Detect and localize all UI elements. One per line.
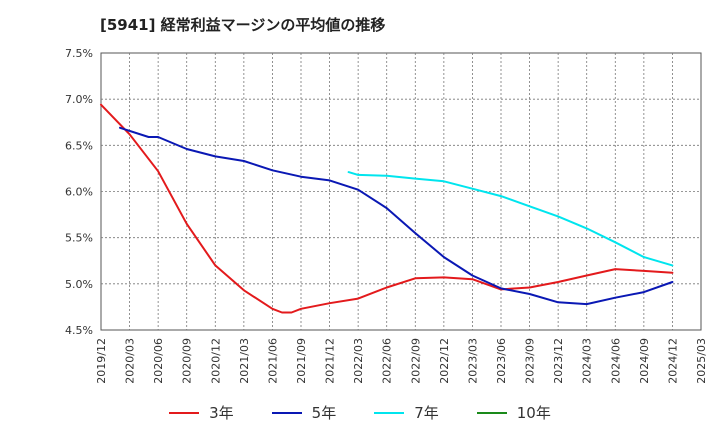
x-tick-label: 2023/03 [466, 338, 479, 384]
legend-item: 10年 [476, 402, 551, 423]
chart-title: [5941] 経常利益マージンの平均値の推移 [100, 16, 386, 34]
x-tick-label: 2022/12 [438, 338, 451, 384]
legend-swatch [374, 411, 405, 414]
x-tick-label: 2022/06 [381, 338, 394, 384]
y-tick-label: 4.5% [65, 324, 93, 337]
y-tick-label: 6.0% [65, 186, 93, 199]
x-tick-label: 2024/06 [609, 338, 622, 384]
legend-item: 7年 [374, 402, 439, 423]
legend-item: 5年 [271, 402, 337, 423]
legend-label: 10年 [516, 404, 551, 422]
x-tick-label: 2022/09 [409, 338, 422, 384]
y-tick-label: 6.5% [65, 139, 93, 152]
legend-swatch [169, 411, 200, 414]
y-tick-label: 5.5% [65, 232, 93, 245]
x-tick-label: 2022/03 [352, 338, 365, 384]
legend-label: 3年 [209, 404, 234, 422]
series-line-1 [119, 126, 674, 306]
x-axis: 2019/12 2020/03 2020/06 2020/09 2020/12 2021/… [95, 338, 708, 384]
series-line-0 [100, 103, 674, 314]
series-line-2 [347, 171, 674, 267]
x-tick-label: 2024/09 [638, 338, 651, 384]
x-tick-label: 2021/12 [324, 338, 337, 384]
x-tick-label: 2020/06 [152, 338, 165, 384]
legend-swatch [476, 411, 507, 414]
y-tick-label: 5.0% [65, 278, 93, 291]
y-tick-label: 7.5% [65, 47, 93, 60]
legend: 3年 5年 7年 10年 [0, 402, 720, 423]
y-axis: 4.5% 5.0% 5.5% 6.0% 6.5% 7.0% 7.5% [65, 47, 93, 337]
x-tick-label: 2021/09 [295, 338, 308, 384]
x-tick-label: 2020/12 [209, 338, 222, 384]
x-tick-label: 2019/12 [95, 338, 108, 384]
x-tick-label: 2025/03 [695, 338, 708, 384]
series-lines [100, 103, 674, 314]
x-tick-label: 2024/12 [666, 338, 679, 384]
x-tick-label: 2023/06 [495, 338, 508, 384]
x-tick-label: 2020/03 [124, 338, 137, 384]
x-tick-label: 2024/03 [581, 338, 594, 384]
y-tick-label: 7.0% [65, 93, 93, 106]
legend-label: 7年 [414, 404, 439, 422]
x-tick-label: 2023/09 [524, 338, 537, 384]
legend-item: 3年 [169, 402, 234, 423]
x-tick-label: 2021/06 [266, 338, 279, 384]
x-tick-label: 2023/12 [552, 338, 565, 384]
x-tick-label: 2020/09 [181, 338, 194, 384]
legend-swatch [271, 411, 302, 414]
x-tick-label: 2021/03 [238, 338, 251, 384]
legend-label: 5年 [311, 404, 337, 422]
